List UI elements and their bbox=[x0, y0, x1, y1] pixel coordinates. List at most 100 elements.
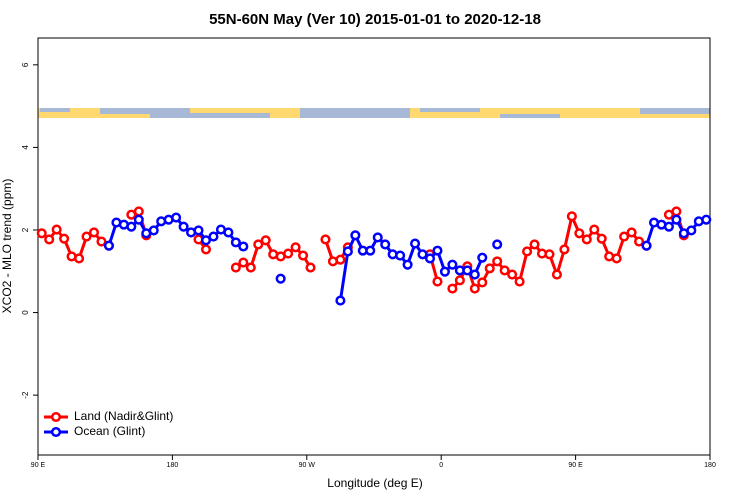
point bbox=[566, 211, 577, 222]
point bbox=[469, 269, 480, 280]
point bbox=[133, 214, 144, 225]
point bbox=[365, 245, 376, 256]
point bbox=[507, 269, 518, 280]
point bbox=[380, 239, 391, 250]
point bbox=[230, 262, 241, 273]
point bbox=[686, 225, 697, 236]
point bbox=[36, 228, 47, 239]
point bbox=[275, 273, 286, 284]
legend-marker bbox=[50, 411, 62, 423]
point bbox=[671, 214, 682, 225]
legend-marker bbox=[50, 426, 62, 438]
point bbox=[350, 230, 361, 241]
point bbox=[283, 248, 294, 259]
point bbox=[663, 221, 674, 232]
point bbox=[701, 214, 712, 225]
point bbox=[596, 233, 607, 244]
point bbox=[439, 266, 450, 277]
y-tick-label: 0 bbox=[21, 310, 30, 315]
point bbox=[320, 234, 331, 245]
point bbox=[193, 225, 204, 236]
point bbox=[634, 236, 645, 247]
point bbox=[499, 265, 510, 276]
point bbox=[253, 239, 264, 250]
y-tick-label: 2 bbox=[21, 227, 30, 232]
point bbox=[238, 257, 249, 268]
point bbox=[51, 224, 62, 235]
point bbox=[641, 240, 652, 251]
point bbox=[492, 256, 503, 267]
point bbox=[574, 228, 585, 239]
point bbox=[522, 246, 533, 257]
y-tick-label: 4 bbox=[21, 145, 30, 150]
point bbox=[432, 245, 443, 256]
point bbox=[238, 241, 249, 252]
y-tick-label: 6 bbox=[21, 62, 30, 67]
point bbox=[74, 253, 85, 264]
point bbox=[454, 275, 465, 286]
point bbox=[44, 234, 55, 245]
point bbox=[133, 206, 144, 217]
point bbox=[208, 231, 219, 242]
point bbox=[200, 244, 212, 255]
point bbox=[581, 234, 592, 245]
point bbox=[200, 235, 212, 246]
point bbox=[492, 239, 503, 250]
y-tick-label: -2 bbox=[21, 391, 30, 399]
point bbox=[290, 242, 301, 253]
x-tick-label: 90 W bbox=[299, 462, 316, 469]
x-tick-label: 90 E bbox=[31, 462, 46, 469]
point bbox=[178, 221, 189, 232]
legend-label: Land (Nadir&Glint) bbox=[74, 409, 173, 423]
point bbox=[410, 238, 421, 249]
x-tick-label: 180 bbox=[704, 462, 716, 469]
x-tick-label: 90 E bbox=[568, 462, 583, 469]
map-strip bbox=[38, 108, 710, 118]
point bbox=[477, 252, 488, 263]
point bbox=[447, 283, 458, 294]
point bbox=[611, 253, 622, 264]
point bbox=[171, 212, 182, 223]
x-axis-label: Longitude (deg E) bbox=[327, 476, 422, 490]
legend-label: Ocean (Glint) bbox=[74, 424, 145, 438]
point bbox=[335, 295, 346, 306]
point bbox=[223, 227, 234, 238]
point bbox=[260, 235, 271, 246]
point bbox=[589, 224, 600, 235]
point bbox=[544, 249, 555, 260]
point bbox=[462, 265, 473, 276]
point bbox=[447, 259, 458, 270]
point bbox=[529, 239, 540, 250]
point bbox=[484, 263, 495, 274]
point bbox=[230, 237, 241, 248]
point bbox=[372, 232, 383, 243]
point bbox=[342, 246, 353, 257]
point bbox=[96, 236, 107, 247]
point bbox=[81, 231, 92, 242]
point bbox=[126, 221, 137, 232]
point bbox=[432, 276, 443, 287]
point bbox=[395, 250, 406, 261]
point bbox=[402, 259, 413, 270]
point bbox=[514, 276, 525, 287]
y-axis-label: XCO2 - MLO trend (ppm) bbox=[0, 179, 14, 314]
x-tick-label: 180 bbox=[167, 462, 179, 469]
point bbox=[469, 283, 480, 294]
point bbox=[626, 227, 637, 238]
point bbox=[88, 227, 100, 238]
chart-title: 55N-60N May (Ver 10) 2015-01-01 to 2020-… bbox=[209, 11, 541, 28]
point bbox=[245, 262, 256, 273]
point bbox=[305, 262, 316, 273]
point bbox=[559, 244, 570, 255]
point bbox=[551, 269, 562, 280]
point bbox=[335, 254, 346, 265]
x-tick-label: 0 bbox=[439, 462, 443, 469]
point bbox=[619, 231, 630, 242]
point bbox=[298, 250, 309, 261]
point bbox=[148, 225, 159, 236]
point bbox=[59, 233, 70, 244]
plot-frame bbox=[37, 37, 711, 456]
point bbox=[477, 277, 488, 288]
point bbox=[417, 249, 428, 260]
point bbox=[424, 253, 436, 264]
